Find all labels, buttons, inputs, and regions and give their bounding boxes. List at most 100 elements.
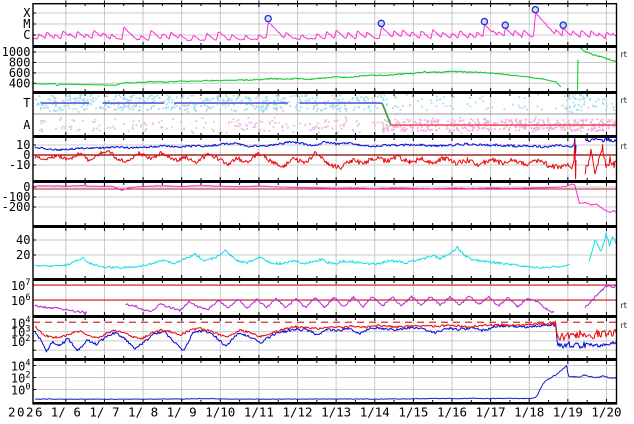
- frame-tick: [509, 133, 511, 135]
- frame-tick: [470, 48, 472, 50]
- realtime-tag: rt: [621, 96, 627, 105]
- frame-tick: [277, 138, 279, 140]
- sector-dot: [263, 129, 266, 132]
- frame-tick: [297, 222, 299, 225]
- sector-dot: [568, 94, 571, 97]
- sector-dot: [573, 97, 576, 100]
- frame-tick: [258, 275, 260, 278]
- frame-tick: [103, 132, 105, 135]
- frame-tick: [161, 361, 163, 363]
- frame-tick: [451, 183, 453, 186]
- sector-dot: [78, 128, 81, 131]
- sector-dot: [104, 95, 107, 97]
- sector-dot: [573, 122, 576, 124]
- sector-dot: [398, 122, 401, 124]
- panel-separator: [33, 91, 617, 94]
- sector-dot: [265, 107, 268, 110]
- sector-dot: [574, 93, 577, 96]
- sector-dot: [44, 106, 47, 109]
- sector-dot: [109, 126, 112, 129]
- sector-dot: [314, 99, 317, 102]
- sector-dot: [605, 105, 608, 107]
- sector-dot: [77, 110, 80, 113]
- sector-dot: [169, 96, 172, 99]
- frame-tick: [181, 399, 183, 402]
- frame-tick: [548, 48, 550, 50]
- sector-dot: [431, 128, 433, 131]
- y-axis-tick: [33, 365, 36, 367]
- sector-dot: [308, 98, 311, 101]
- top-outer-tick: [297, 0, 299, 4]
- sector-dot: [535, 126, 538, 129]
- frame-tick: [335, 312, 337, 315]
- sector-dot: [542, 121, 545, 123]
- sector-dot: [146, 97, 149, 100]
- frame-tick: [219, 361, 221, 364]
- sector-dot: [138, 105, 141, 108]
- frame-tick: [412, 4, 414, 7]
- frame-tick: [258, 42, 260, 45]
- sector-dot: [62, 125, 65, 128]
- frame-tick: [161, 228, 163, 230]
- sector-dot: [282, 109, 284, 112]
- frame-tick: [354, 183, 356, 185]
- frame-tick: [142, 183, 144, 186]
- sector-dot: [501, 121, 504, 124]
- frame-tick: [123, 48, 125, 50]
- frame-tick: [509, 138, 511, 140]
- frame-tick: [470, 228, 472, 230]
- sector-dot: [76, 129, 79, 132]
- sector-dot: [118, 94, 121, 97]
- sector-dot: [580, 130, 582, 133]
- frame-tick: [65, 361, 67, 364]
- sector-dot: [334, 105, 337, 108]
- sector-dot: [572, 125, 575, 128]
- sector-dot: [144, 100, 146, 103]
- sector-dot: [490, 127, 493, 130]
- sector-dot: [35, 98, 37, 101]
- sector-dot: [451, 122, 454, 125]
- frame-tick: [451, 94, 453, 97]
- sector-dot: [555, 122, 558, 125]
- sector-dot: [171, 99, 174, 101]
- frame-tick: [374, 94, 376, 97]
- sector-dot: [55, 128, 57, 130]
- sector-dot: [425, 130, 428, 132]
- sector-dot: [478, 126, 480, 129]
- sector-dot: [380, 96, 382, 98]
- panel-separator: [33, 45, 617, 48]
- sector-dot: [152, 97, 155, 100]
- frame-tick: [374, 281, 376, 284]
- sector-dot: [246, 128, 248, 130]
- sector-dot: [238, 95, 241, 98]
- sector-dot: [232, 118, 235, 121]
- sector-dot: [343, 104, 346, 107]
- sector-dot: [239, 123, 242, 126]
- sector-dot: [337, 99, 340, 101]
- frame-tick: [65, 222, 67, 225]
- frame-tick: [528, 48, 530, 51]
- sector-dot: [131, 124, 134, 127]
- sector-dot: [192, 132, 194, 134]
- y-axis-label: 102: [11, 371, 31, 386]
- frame-tick: [277, 48, 279, 50]
- sector-dot: [528, 125, 530, 127]
- sector-dot: [583, 103, 585, 106]
- top-outer-tick: [412, 0, 414, 4]
- frame-tick: [258, 88, 260, 91]
- series-solar-wind-density: [34, 245, 570, 269]
- y-axis-tick: [33, 82, 36, 84]
- sector-dot: [582, 95, 585, 98]
- realtime-tag: rt: [621, 142, 627, 151]
- frame-tick: [451, 361, 453, 364]
- sector-dot: [405, 128, 408, 130]
- frame-tick: [470, 138, 472, 140]
- sector-dot: [49, 99, 52, 102]
- sector-dot: [392, 125, 395, 128]
- sector-dot: [249, 103, 252, 106]
- sector-dot: [365, 96, 368, 98]
- frame-tick: [432, 400, 434, 402]
- frame-tick: [219, 281, 221, 284]
- sector-dot: [381, 128, 384, 131]
- flare-marker-circle: [559, 21, 567, 29]
